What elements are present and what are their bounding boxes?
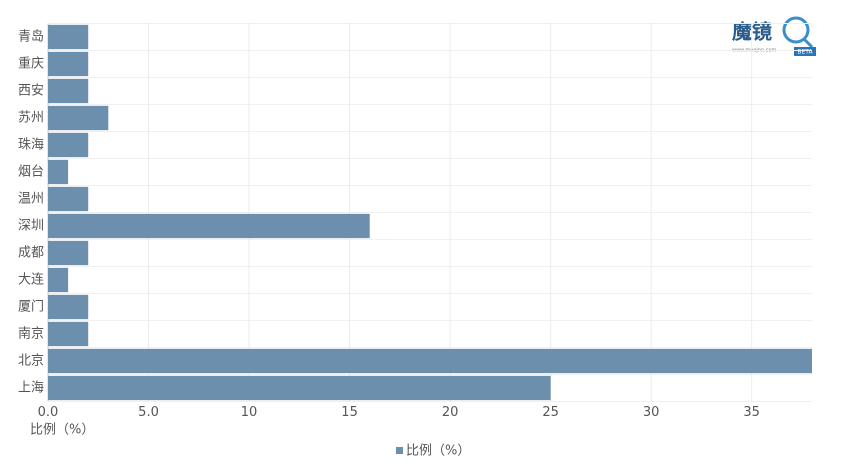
y-tick-label: 苏州 [18, 110, 44, 126]
y-tick-label: 大连 [18, 272, 44, 288]
bar [48, 348, 812, 374]
bar [48, 294, 89, 320]
bar [48, 78, 89, 104]
logo-badge: BETA [797, 49, 813, 56]
y-tick-label: 成都 [18, 246, 44, 261]
y-tick-label: 北京 [18, 354, 44, 369]
y-tick-label: 温州 [18, 192, 44, 207]
x-tick-label: 0.0 [38, 405, 59, 420]
y-tick-label: 珠海 [18, 138, 44, 153]
bar [48, 321, 89, 347]
x-tick-label: 30 [643, 405, 660, 420]
y-tick-label: 南京 [18, 326, 44, 342]
y-tick-label: 烟台 [18, 165, 44, 180]
y-tick-label: 深圳 [18, 219, 44, 234]
y-tick-label: 厦门 [18, 300, 44, 315]
x-tick-label: 5.0 [138, 405, 159, 420]
x-axis-label: 比例（%） [30, 423, 94, 438]
legend-swatch [396, 447, 403, 454]
x-tick-label: 10 [241, 405, 258, 420]
legend-label: 比例（%） [406, 444, 470, 459]
y-tick-label: 西安 [18, 84, 44, 99]
x-tick-label: 15 [341, 405, 358, 420]
bar [48, 213, 370, 239]
bar [48, 105, 109, 131]
y-tick-label: 青岛 [18, 29, 44, 45]
y-tick-label: 上海 [18, 381, 44, 396]
bar [48, 267, 69, 293]
x-tick-label: 20 [442, 405, 459, 420]
bar [48, 132, 89, 158]
bar [48, 159, 69, 185]
logo-icon [802, 37, 814, 49]
x-tick-label: 25 [542, 405, 559, 420]
bar [48, 186, 89, 212]
y-tick-label: 重庆 [18, 56, 44, 72]
logo-badge-bg [794, 47, 816, 56]
logo-icon [782, 16, 810, 44]
x-tick-label: 35 [743, 405, 760, 420]
bar [48, 51, 89, 77]
bar [48, 375, 551, 401]
bar [48, 240, 89, 266]
bar [48, 24, 89, 50]
